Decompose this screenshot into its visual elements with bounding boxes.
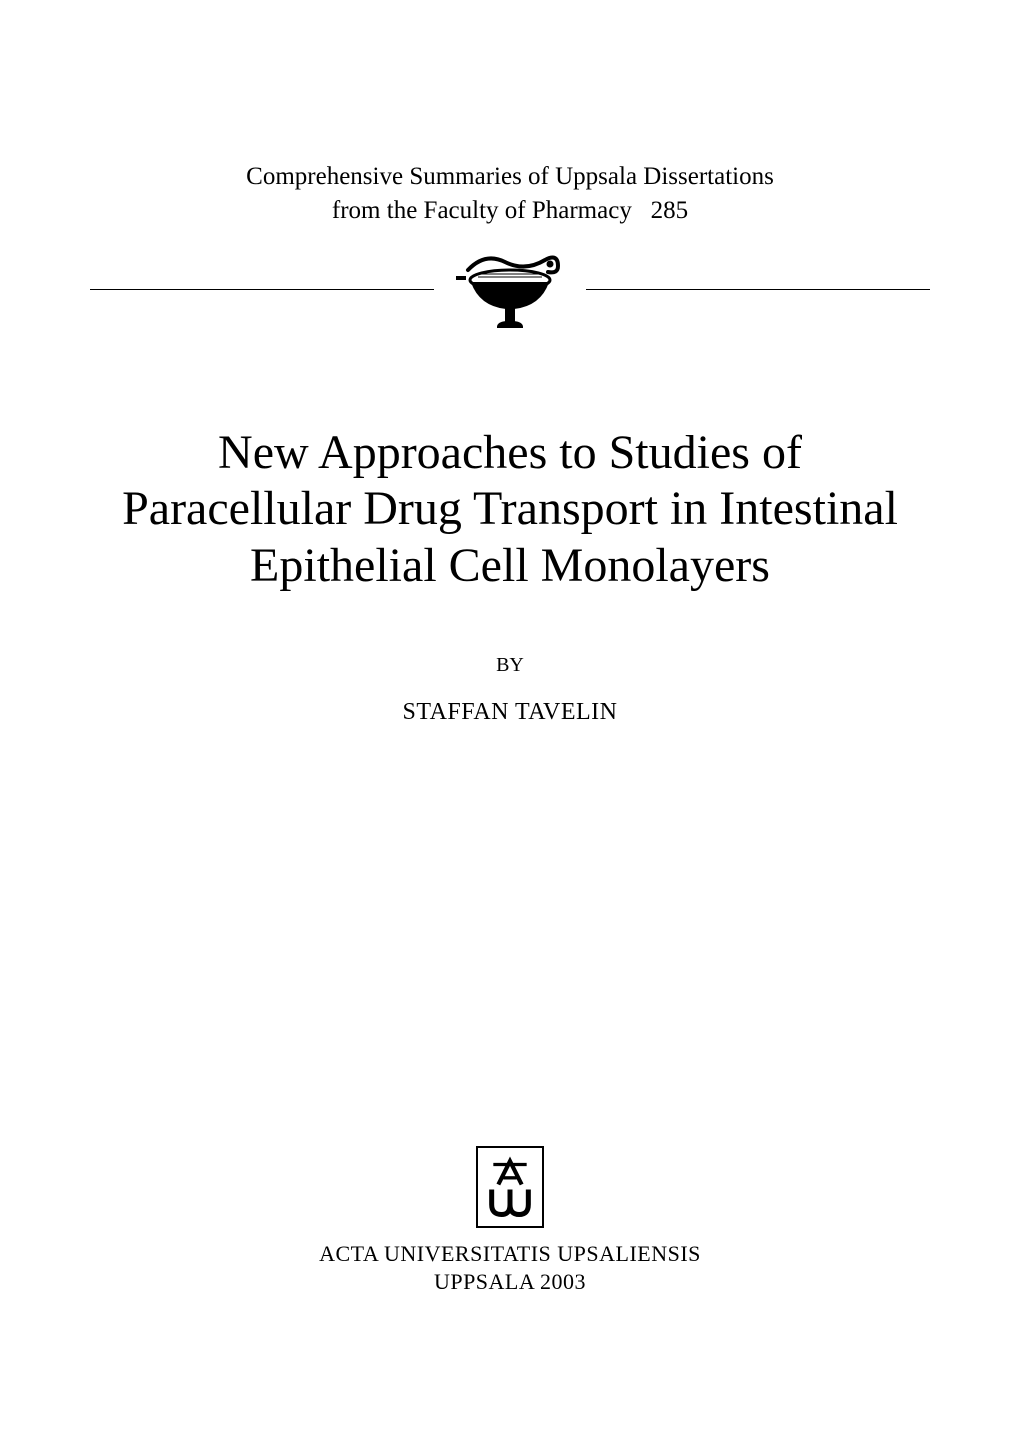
press-text: ACTA UNIVERSITATIS UPSALIENSIS UPPSALA 2… xyxy=(0,1241,1020,1295)
emblem-with-rules xyxy=(90,250,930,330)
series-line-2: from the Faculty of Pharmacy 285 xyxy=(90,194,930,228)
pharmacy-emblem-icon xyxy=(450,250,570,330)
author-name: STAFFAN TAVELIN xyxy=(90,699,930,726)
university-press-logo xyxy=(0,1146,1020,1228)
by-label: BY xyxy=(90,654,930,677)
series-number: 285 xyxy=(651,197,689,224)
press-line-1: ACTA UNIVERSITATIS UPSALIENSIS xyxy=(0,1241,1020,1267)
title-line-1: New Approaches to Studies of xyxy=(90,425,930,482)
series-line-1: Comprehensive Summaries of Uppsala Disse… xyxy=(90,160,930,194)
horizontal-rule-left xyxy=(90,289,434,290)
title-page: Comprehensive Summaries of Uppsala Disse… xyxy=(0,0,1020,1443)
series-block: Comprehensive Summaries of Uppsala Disse… xyxy=(90,160,930,228)
series-line-2-prefix: from the Faculty of Pharmacy xyxy=(332,197,632,224)
title-line-3: Epithelial Cell Monolayers xyxy=(90,538,930,595)
title-line-2: Paracellular Drug Transport in Intestina… xyxy=(90,481,930,538)
top-spacer xyxy=(90,0,930,160)
press-logo-box xyxy=(476,1146,544,1228)
dissertation-title: New Approaches to Studies of Paracellula… xyxy=(90,425,930,595)
horizontal-rule-right xyxy=(586,289,930,290)
press-line-2: UPPSALA 2003 xyxy=(0,1269,1020,1295)
